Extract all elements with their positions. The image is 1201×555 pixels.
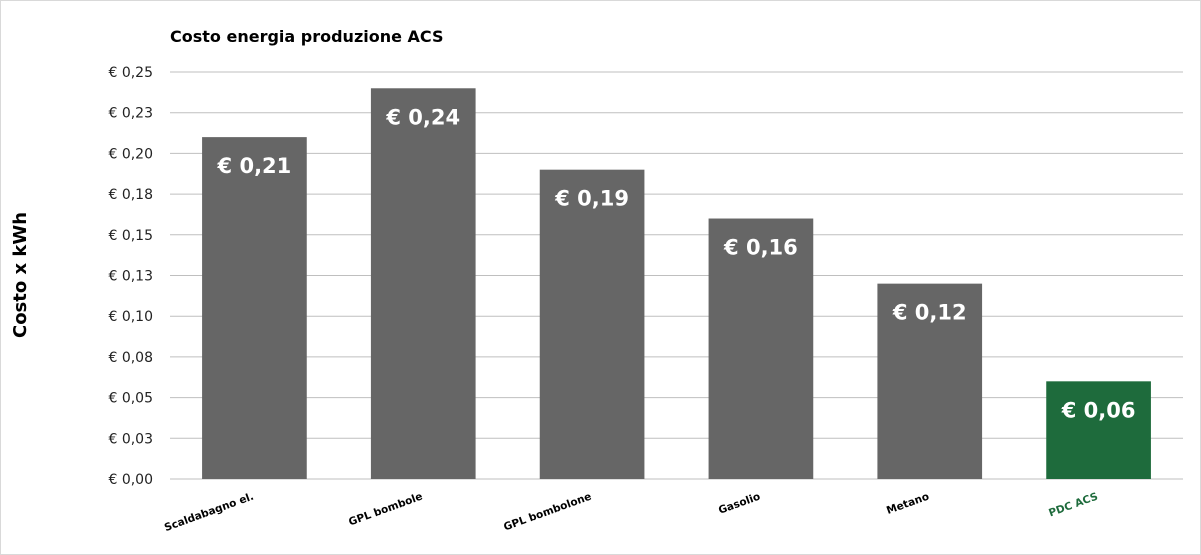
- x-tick-label: PDC ACS: [1047, 491, 1099, 520]
- bars: [202, 88, 1151, 479]
- bar-value-label: € 0,12: [892, 301, 967, 325]
- y-tick-label: € 0,25: [108, 65, 153, 81]
- x-tick-label: Gasolio: [717, 491, 762, 517]
- x-tick-label: GPL bombolone: [502, 491, 593, 534]
- gridlines: [170, 71, 1183, 480]
- x-tick-label: Scaldabagno el.: [163, 491, 256, 535]
- y-tick-label: € 0,23: [108, 106, 153, 122]
- bar-value-label: € 0,16: [723, 236, 798, 260]
- y-tick-label: € 0,13: [108, 269, 153, 285]
- y-axis-label: Costo x kWh: [10, 212, 31, 338]
- bar-value-label: € 0,06: [1061, 398, 1136, 422]
- bar: [1046, 381, 1151, 479]
- y-tick-label: € 0,18: [108, 187, 153, 203]
- y-tick-label: € 0,00: [108, 472, 153, 488]
- bar: [202, 137, 307, 479]
- bar: [877, 283, 983, 479]
- y-tick-label: € 0,08: [108, 350, 153, 366]
- x-tick-labels: Scaldabagno el. GPL bombole GPL bombolone G…: [163, 491, 1100, 535]
- bar-value-label: € 0,24: [385, 105, 460, 129]
- x-tick-label: Metano: [885, 491, 931, 517]
- y-tick-label: € 0,05: [108, 391, 153, 407]
- x-tick-label: GPL bombole: [347, 491, 424, 529]
- y-tick-label: € 0,10: [108, 309, 153, 325]
- y-tick-label: € 0,15: [108, 228, 153, 244]
- bar-value-label: € 0,21: [217, 154, 292, 178]
- bar: [370, 88, 476, 479]
- data-labels: € 0,21 € 0,24 € 0,19 € 0,16 € 0,12 € 0,06: [217, 105, 1136, 422]
- y-tick-labels: € 0,00 € 0,03 € 0,05 € 0,08 € 0,10 € 0,13 € 0,…: [108, 65, 153, 488]
- bar: [708, 218, 814, 479]
- chart-title: Costo energia produzione ACS: [170, 27, 443, 46]
- bar: [539, 169, 645, 479]
- y-tick-label: € 0,03: [108, 431, 153, 447]
- bar-value-label: € 0,19: [554, 187, 629, 211]
- y-tick-label: € 0,20: [108, 146, 153, 162]
